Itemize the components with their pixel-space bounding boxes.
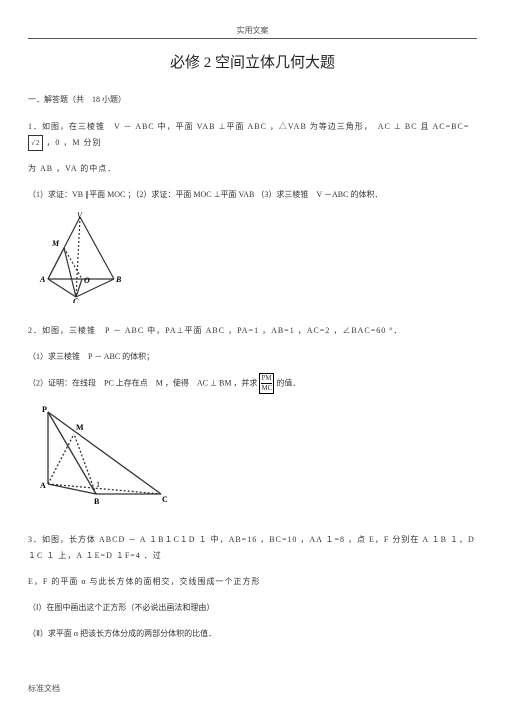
q1-label-v: V <box>77 211 83 220</box>
q2-line1: 2．如图，三棱锥 P － ABC 中，PA⊥平面 ABC ，PA=1 ，AB=1… <box>28 323 477 339</box>
q2-frac-d: MC <box>261 384 272 393</box>
q3-sub1: （Ⅰ）在图中画出这个正方形（不必说出画法和理由） <box>28 600 477 616</box>
q1-line1-pre: 1．如图，在三棱锥 V － ABC 中，平面 VAB ⊥平面 ABC ，△VAB… <box>28 122 469 131</box>
q1-label-o: O <box>84 276 90 285</box>
q3-line1: 3．如图，长方体 ABCD － A １B１C１D １ 中，AB=16 ，BC=1… <box>28 532 477 564</box>
q1-diagram: V M A B O C <box>36 211 477 303</box>
q2-fraction: PM MC <box>259 373 274 394</box>
q1-line1-post: ，0 ，M 分别 <box>46 138 101 147</box>
q3-line2: E，F 的平面 α 与此长方体的面相交，交线围成一个正方形 <box>28 574 477 590</box>
top-rule <box>28 38 477 39</box>
header-label: 实用文案 <box>28 25 477 36</box>
q2-label-c: C <box>162 495 168 504</box>
q2-label-one: 1 <box>96 480 100 489</box>
page-title: 必修 2 空间立体几何大题 <box>28 51 477 72</box>
q2-sub2-pre: （2）证明：在线段 PC 上存在点 M ，使得 AC ⊥ BM ，并求 <box>28 378 257 387</box>
q2-label-a: A <box>40 481 46 490</box>
q1-sub1: （1）求证：VB ∥平面 MOC ；（2）求证：平面 MOC ⊥平面 VAB （… <box>28 187 477 203</box>
q2-label-m: M <box>76 423 84 432</box>
q1-label-c: C <box>73 297 79 303</box>
footer-label: 标准文档 <box>28 683 60 694</box>
q2-frac-n: PM <box>261 374 272 384</box>
q1-label-m: M <box>51 239 60 248</box>
q1-sqrt: √2 <box>28 135 43 151</box>
q3-sub2: （Ⅱ）求平面 α 把该长方体分成的两部分体积的比值． <box>28 626 477 642</box>
q1-line2: 为 AB ，VA 的中点． <box>28 161 477 177</box>
q2-label-b: B <box>94 497 100 506</box>
q2-sub1: （1）求三棱锥 P － ABC 的体积； <box>28 349 477 365</box>
q2-label-p: P <box>42 405 47 414</box>
q1-label-a: A <box>39 275 46 284</box>
q1-text: 1．如图，在三棱锥 V － ABC 中，平面 VAB ⊥平面 ABC ，△VAB… <box>28 119 477 151</box>
section-heading: 一．解答题（共 18 小题） <box>28 94 477 105</box>
q2-sub2-post: 的值． <box>276 378 300 387</box>
q1-label-b: B <box>115 275 122 284</box>
q2-sub2: （2）证明：在线段 PC 上存在点 M ，使得 AC ⊥ BM ，并求 PM M… <box>28 373 477 394</box>
q2-diagram: P M A B C 1 <box>36 402 477 512</box>
